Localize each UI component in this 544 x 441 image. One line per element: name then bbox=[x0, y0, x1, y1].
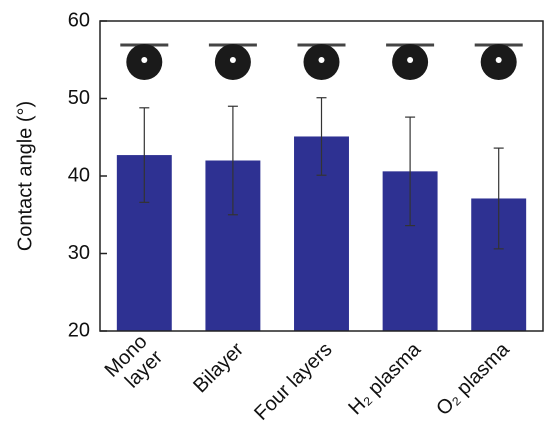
droplet-highlight bbox=[407, 57, 413, 63]
droplet-highlight bbox=[230, 57, 236, 63]
x-tick-label: Bilayer bbox=[189, 338, 248, 397]
y-tick-label: 30 bbox=[68, 242, 90, 264]
x-tick-label: H₂ plasma bbox=[345, 338, 426, 419]
y-tick-label: 20 bbox=[68, 319, 90, 341]
droplet-highlight bbox=[141, 57, 147, 63]
x-tick-label: Four layers bbox=[250, 339, 336, 425]
x-tick-label: O₂ plasma bbox=[432, 338, 514, 420]
y-tick-label: 40 bbox=[68, 164, 90, 186]
y-axis-label: Contact angle (°) bbox=[14, 101, 36, 251]
y-tick-label: 50 bbox=[68, 87, 90, 109]
y-tick-label: 60 bbox=[68, 9, 90, 31]
droplet-highlight bbox=[496, 57, 502, 63]
droplet-highlight bbox=[319, 57, 325, 63]
chart: Contact angle (°) 20 30 40 50 60 Monolayer Bil… bbox=[0, 0, 544, 441]
x-tick-label: Monolayer bbox=[101, 331, 168, 398]
